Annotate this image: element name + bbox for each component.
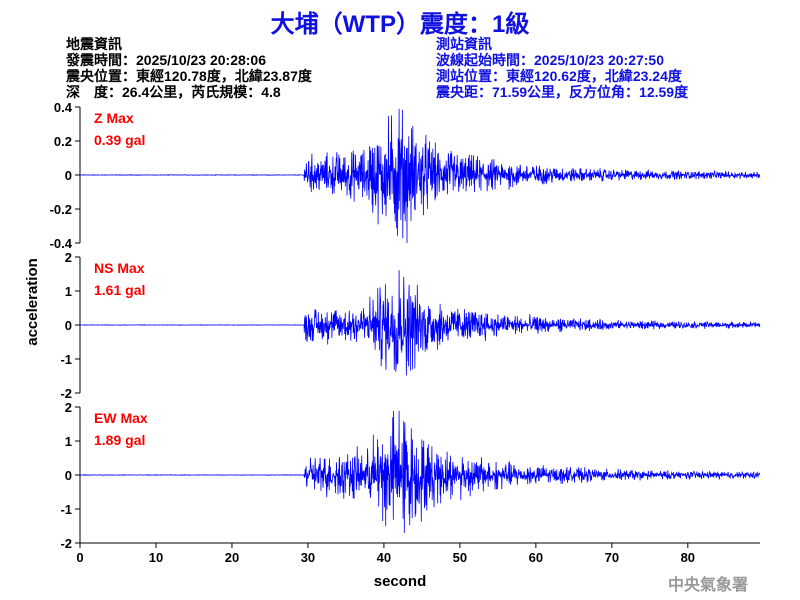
y-tick-label: 2 [65, 400, 72, 415]
depth-magnitude: 深 度：26.4公里，芮氏規模：4.8 [66, 84, 281, 100]
station-info-heading: 測站資訊 [436, 36, 492, 52]
panel-label-EW: EW Max [94, 410, 148, 426]
x-axis-label: second [374, 573, 427, 590]
panel-label-Z: Z Max [94, 110, 134, 126]
origin-time: 發震時間：2025/10/23 20:28:06 [66, 52, 266, 68]
station-info: 測站資訊 波線起始時間：2025/10/23 20:27:50 測站位置：東經1… [436, 36, 688, 100]
x-tick-label: 10 [149, 550, 163, 565]
record-start-time: 波線起始時間：2025/10/23 20:27:50 [436, 52, 664, 68]
x-tick-label: 50 [453, 550, 467, 565]
waveform-EW [79, 410, 761, 534]
y-tick-label: 2 [65, 250, 72, 265]
y-tick-label: 0 [65, 318, 72, 333]
panel-max-NS: 1.61 gal [94, 282, 145, 298]
quake-info: 地震資訊 發震時間：2025/10/23 20:28:06 震央位置：東經120… [66, 36, 312, 100]
y-tick-label: -2 [60, 536, 72, 551]
panel-max-Z: 0.39 gal [94, 132, 145, 148]
panel-max-EW: 1.89 gal [94, 432, 145, 448]
y-tick-label: -0.2 [50, 202, 72, 217]
y-tick-label: 1 [65, 284, 72, 299]
y-tick-label: 0.2 [54, 134, 72, 149]
distance-azimuth: 震央距：71.59公里，反方位角：12.59度 [436, 84, 689, 100]
x-tick-label: 80 [681, 550, 695, 565]
waveform-NS [79, 270, 761, 376]
y-tick-label: 1 [65, 434, 72, 449]
y-tick-label: -2 [60, 386, 72, 401]
y-tick-label: -0.4 [50, 236, 73, 251]
panel-label-NS: NS Max [94, 260, 145, 276]
y-tick-label: 0 [65, 168, 72, 183]
x-tick-label: 30 [301, 550, 315, 565]
epicenter: 震央位置：東經120.78度，北緯23.87度 [66, 68, 312, 84]
x-tick-label: 70 [605, 550, 619, 565]
waveform-Z [79, 108, 761, 244]
y-tick-label: -1 [60, 352, 72, 367]
y-tick-label: -1 [60, 502, 72, 517]
y-axis-label: acceleration [24, 258, 41, 346]
x-tick-label: 0 [76, 550, 83, 565]
y-tick-label: 0.4 [54, 100, 73, 115]
x-tick-label: 60 [529, 550, 543, 565]
x-tick-label: 40 [377, 550, 391, 565]
figure-title: 大埔（WTP）震度：1級 [270, 11, 530, 38]
x-tick-label: 20 [225, 550, 239, 565]
station-location: 測站位置：東經120.62度，北緯23.24度 [436, 68, 682, 84]
watermark: 中央氣象署 [667, 575, 748, 594]
y-tick-label: 0 [65, 468, 72, 483]
quake-info-heading: 地震資訊 [66, 36, 122, 52]
